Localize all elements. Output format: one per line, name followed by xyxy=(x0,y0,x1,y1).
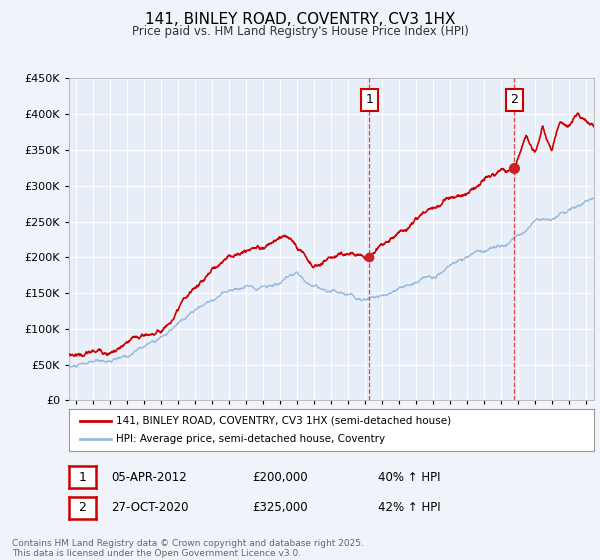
Text: 2: 2 xyxy=(79,501,86,515)
Text: Contains HM Land Registry data © Crown copyright and database right 2025.
This d: Contains HM Land Registry data © Crown c… xyxy=(12,539,364,558)
Text: 27-OCT-2020: 27-OCT-2020 xyxy=(111,501,188,515)
Text: 2: 2 xyxy=(511,94,518,106)
Text: 1: 1 xyxy=(79,470,86,484)
Text: 141, BINLEY ROAD, COVENTRY, CV3 1HX: 141, BINLEY ROAD, COVENTRY, CV3 1HX xyxy=(145,12,455,27)
Text: 40% ↑ HPI: 40% ↑ HPI xyxy=(378,470,440,484)
Text: HPI: Average price, semi-detached house, Coventry: HPI: Average price, semi-detached house,… xyxy=(116,434,385,444)
Text: £200,000: £200,000 xyxy=(252,470,308,484)
Text: 05-APR-2012: 05-APR-2012 xyxy=(111,470,187,484)
Text: £325,000: £325,000 xyxy=(252,501,308,515)
Text: Price paid vs. HM Land Registry's House Price Index (HPI): Price paid vs. HM Land Registry's House … xyxy=(131,25,469,38)
Text: 1: 1 xyxy=(365,94,373,106)
Text: 141, BINLEY ROAD, COVENTRY, CV3 1HX (semi-detached house): 141, BINLEY ROAD, COVENTRY, CV3 1HX (sem… xyxy=(116,416,451,426)
Text: 42% ↑ HPI: 42% ↑ HPI xyxy=(378,501,440,515)
